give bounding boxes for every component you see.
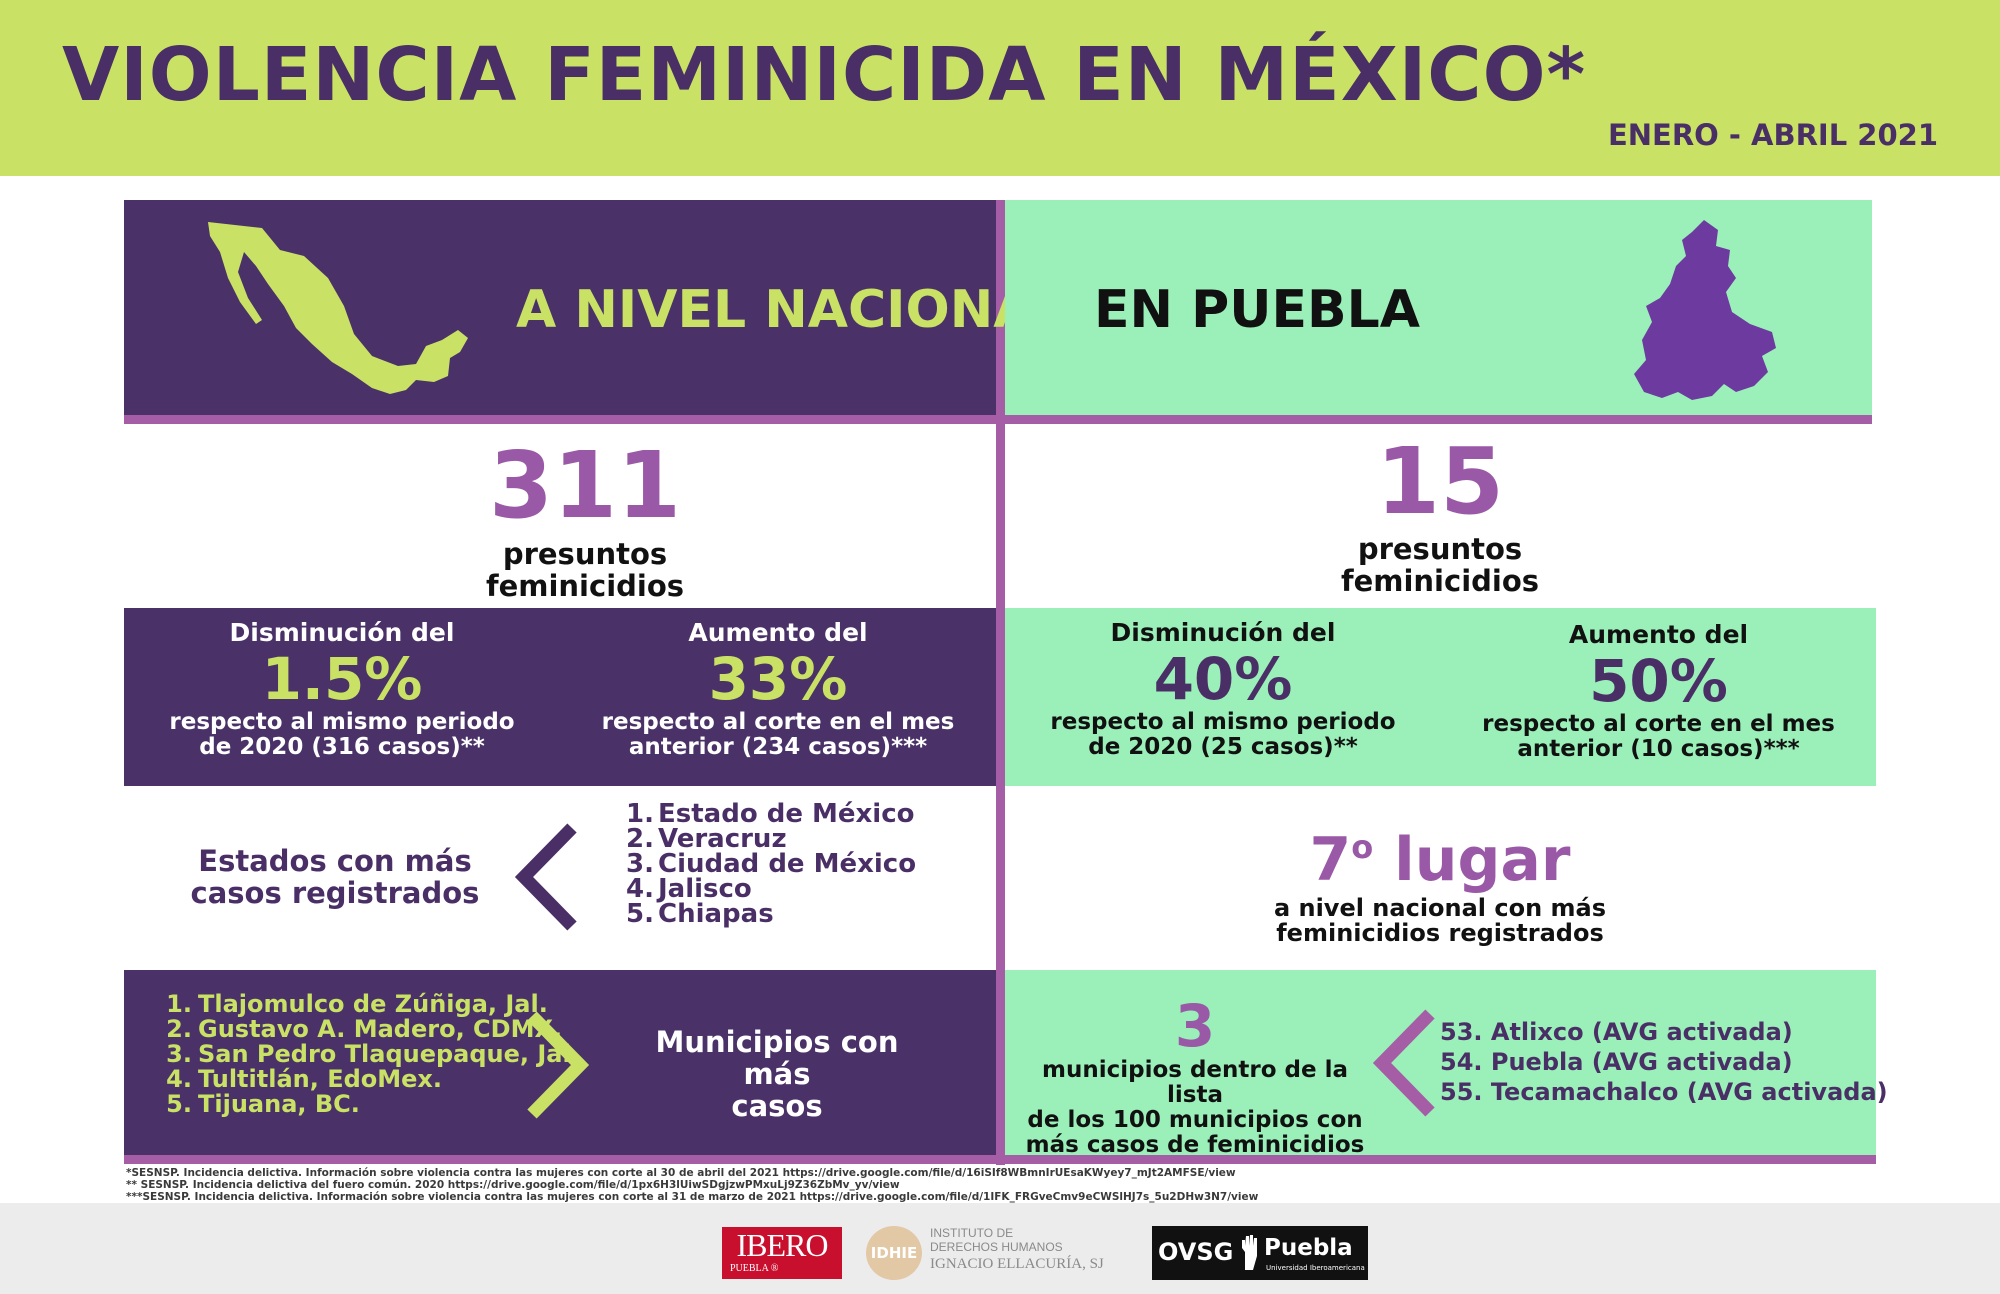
list-item: 55. Tecamachalco (AVG activada) xyxy=(1440,1078,1888,1106)
list-item: 2. Veracruz xyxy=(626,824,787,854)
puebla-rank-word: lugar xyxy=(1394,825,1571,895)
list-item: 3. San Pedro Tlaquepaque, Jal. xyxy=(166,1040,580,1068)
puebla-count: 15 xyxy=(1375,428,1505,535)
ibero-logo: IBERO PUEBLA ® xyxy=(722,1227,842,1279)
national-increase-head: Aumento del xyxy=(688,618,868,647)
footnote-3: ***SESNSP. Incidencia delictiva. Informa… xyxy=(126,1191,1259,1203)
puebla-decrease-pct: 40% xyxy=(1153,645,1293,713)
national-increase-pct: 33% xyxy=(708,645,848,713)
puebla-increase-desc-2: anterior (10 casos)*** xyxy=(1517,736,1800,762)
national-decrease-pct: 1.5% xyxy=(261,645,423,713)
list-item: 53. Atlixco (AVG activada) xyxy=(1440,1018,1793,1046)
bottom-divider xyxy=(124,1155,1876,1164)
national-municipalities-panel xyxy=(124,970,996,1155)
center-divider xyxy=(996,200,1005,1165)
puebla-rank: 7o lugar a nivel nacional con más femini… xyxy=(1200,815,1680,946)
list-item: 5. Chiapas xyxy=(626,899,774,929)
footnote-1: *SESNSP. Incidencia delictiva. Informaci… xyxy=(126,1167,1236,1179)
puebla-increase-pct: 50% xyxy=(1589,647,1728,715)
puebla-rank-number: 7 xyxy=(1309,825,1352,895)
national-increase-desc-2: anterior (234 casos)*** xyxy=(628,734,928,760)
national-decrease-stat: Disminución del 1.5% respecto al mismo p… xyxy=(124,618,560,760)
list-item: 3. Ciudad de México xyxy=(626,849,917,879)
puebla-count-label-2: feminicidios xyxy=(1340,564,1540,598)
municipalities-list: 1. Tlajomulco de Zúñiga, Jal. 2. Gustavo A… xyxy=(166,992,580,1117)
puebla-increase-head: Aumento del xyxy=(1568,620,1749,649)
national-decrease-desc-1: respecto al mismo periodo xyxy=(169,709,515,735)
national-count-label-2: feminicidios xyxy=(485,569,685,603)
list-item: 5. Tijuana, BC. xyxy=(166,1090,360,1118)
hand-icon xyxy=(1242,1235,1257,1270)
heading-divider xyxy=(124,415,1872,424)
national-count: 311 xyxy=(488,432,682,539)
municipalities-label-2: casos xyxy=(731,1089,823,1123)
chevron-left-icon xyxy=(1372,1009,1435,1117)
puebla-decrease-desc-2: de 2020 (25 casos)** xyxy=(1088,734,1358,760)
municipalities-label-1: Municipios con más xyxy=(655,1025,899,1091)
puebla-stats-panel xyxy=(1005,608,1876,786)
chevron-left-icon xyxy=(514,823,577,931)
puebla-muni-desc-2: de los 100 municipios con xyxy=(1027,1107,1363,1133)
puebla-decrease-stat: Disminución del 40% respecto al mismo pe… xyxy=(1005,618,1441,760)
footnote-2: ** SESNSP. Incidencia delictiva del fuer… xyxy=(126,1179,900,1191)
states-label-1: Estados con más xyxy=(198,844,472,878)
national-increase-stat: Aumento del 33% respecto al corte en el … xyxy=(560,618,996,760)
puebla-rank-desc-1: a nivel nacional con más xyxy=(1273,894,1607,922)
puebla-municipality-count: 3 municipios dentro de la lista de los 1… xyxy=(1020,996,1370,1158)
puebla-count-label-1: presuntos xyxy=(1357,532,1523,566)
puebla-rank-desc-2: feminicidios registrados xyxy=(1276,919,1604,947)
page-title: VIOLENCIA FEMINICIDA EN MÉXICO* xyxy=(62,32,1587,118)
list-item: 1. Tlajomulco de Zúñiga, Jal. xyxy=(166,990,548,1018)
puebla-heading: EN PUEBLA xyxy=(1094,280,1421,340)
ovsg-logo: OVSG Puebla Universidad Iberoamericana xyxy=(1152,1226,1368,1280)
list-item: 4. Tultitlán, EdoMex. xyxy=(166,1065,443,1093)
states-label: Estados con más casos registrados xyxy=(180,845,490,909)
list-item: 4. Jalisco xyxy=(626,874,752,904)
footnotes: *SESNSP. Incidencia delictiva. Informaci… xyxy=(126,1167,1886,1203)
municipalities-label: Municipios con más casos xyxy=(620,1026,934,1122)
mexico-map-icon xyxy=(208,222,468,394)
states-label-2: casos registrados xyxy=(190,876,480,910)
national-decrease-head: Disminución del xyxy=(229,618,455,647)
national-increase-desc-1: respecto al corte en el mes xyxy=(601,709,955,735)
puebla-rank-sup: o xyxy=(1351,828,1374,866)
puebla-decrease-head: Disminución del xyxy=(1110,618,1336,647)
puebla-municipalities-panel xyxy=(1005,970,1876,1155)
footer xyxy=(0,1203,2000,1294)
puebla-muni-desc-1: municipios dentro de la lista xyxy=(1041,1057,1349,1108)
national-decrease-desc-2: de 2020 (316 casos)** xyxy=(199,734,485,760)
puebla-increase-desc-1: respecto al corte en el mes xyxy=(1482,711,1835,737)
national-heading-panel xyxy=(124,200,996,415)
puebla-increase-stat: Aumento del 50% respecto al corte en el … xyxy=(1441,620,1876,762)
puebla-muni-desc-3: más casos de feminicidios xyxy=(1025,1132,1365,1158)
puebla-decrease-desc-1: respecto al mismo periodo xyxy=(1050,709,1396,735)
puebla-municipalities-list: 53. Atlixco (AVG activada) 54. Puebla (A… xyxy=(1440,1017,1888,1107)
national-stats-panel xyxy=(124,608,996,786)
national-heading: A NIVEL NACIONAL xyxy=(516,280,1067,340)
states-list: 1. Estado de México 2. Veracruz 3. Ciudad d… xyxy=(626,799,917,929)
puebla-muni-count: 3 xyxy=(1174,992,1216,1060)
list-item: 54. Puebla (AVG activada) xyxy=(1440,1048,1793,1076)
list-item: 2. Gustavo A. Madero, CDMX. xyxy=(166,1015,563,1043)
puebla-map-icon xyxy=(1634,220,1776,400)
national-count-label-1: presuntos xyxy=(502,537,668,571)
header-banner xyxy=(0,0,2000,176)
idhie-logo-text: INSTITUTO DE DERECHOS HUMANOS IGNACIO EL… xyxy=(930,1226,1104,1272)
list-item: 1. Estado de México xyxy=(626,799,915,829)
idhie-logo-mark: IDHIE xyxy=(866,1226,922,1280)
period-label: ENERO - ABRIL 2021 xyxy=(1607,118,1938,152)
chevron-right-icon xyxy=(527,1011,590,1119)
